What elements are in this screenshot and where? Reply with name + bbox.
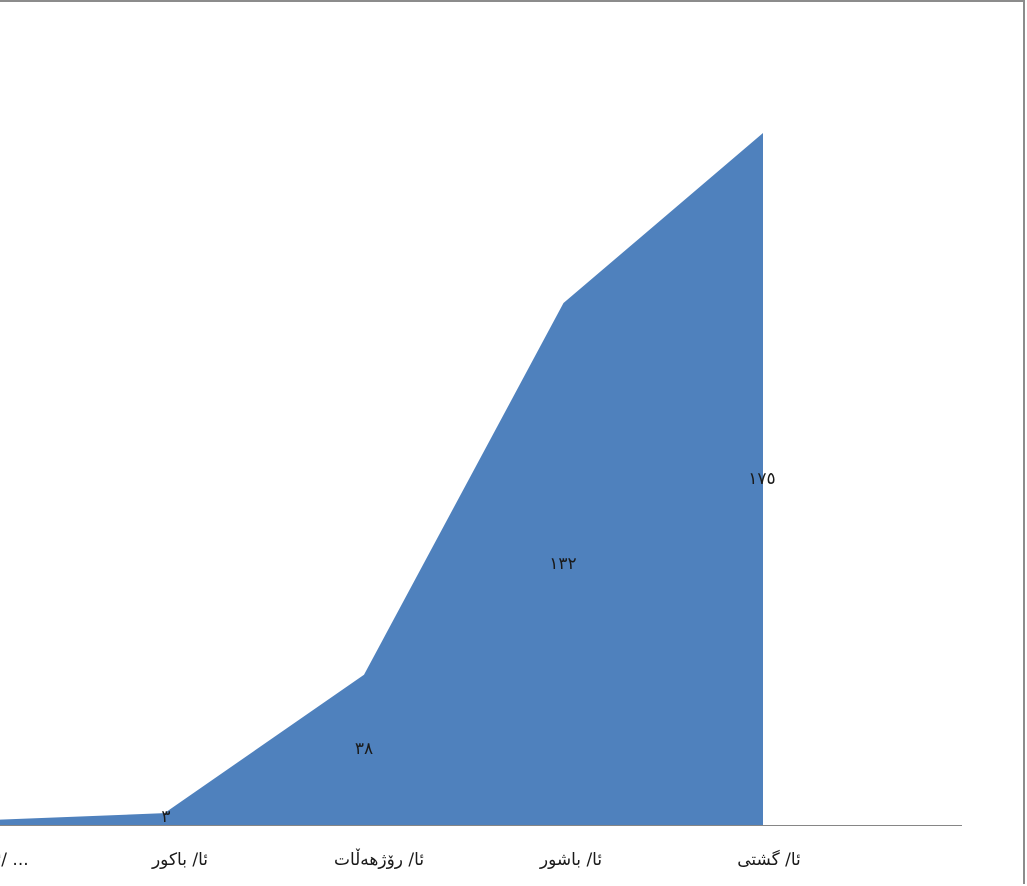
data-label: ٣٨: [355, 739, 373, 759]
x-tick-label: ئا/ باكور: [151, 850, 208, 870]
x-tick-label: ئا/ گشتی: [737, 849, 801, 870]
x-tick-label: ئا/ ...: [0, 850, 29, 870]
data-label: ١٧٥: [748, 469, 775, 489]
area-series: [0, 133, 763, 825]
x-tick-label: ئا/ رۆژهەڵات: [334, 848, 424, 870]
x-tick-label: ئا/ باشور: [539, 850, 602, 870]
data-label: ٣: [161, 807, 170, 827]
plot-area: ئا/ ... ئا/ باكور ئا/ رۆژهەڵات ئا/ باشور ئا/…: [0, 133, 962, 870]
data-label: ١٣٢: [549, 554, 576, 574]
